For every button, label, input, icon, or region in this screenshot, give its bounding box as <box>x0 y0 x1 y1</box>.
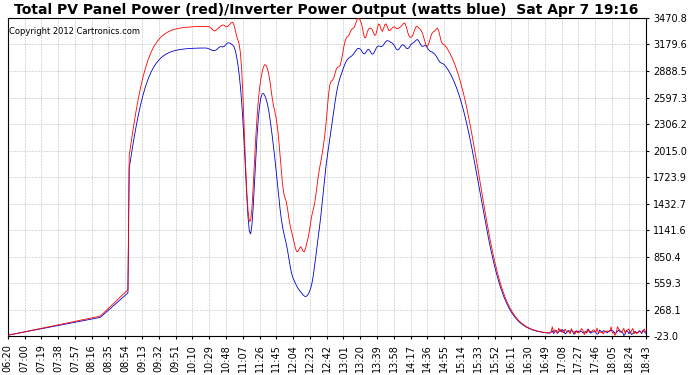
Text: Copyright 2012 Cartronics.com: Copyright 2012 Cartronics.com <box>9 27 140 36</box>
Title: Total PV Panel Power (red)/Inverter Power Output (watts blue)  Sat Apr 7 19:16: Total PV Panel Power (red)/Inverter Powe… <box>14 3 639 17</box>
